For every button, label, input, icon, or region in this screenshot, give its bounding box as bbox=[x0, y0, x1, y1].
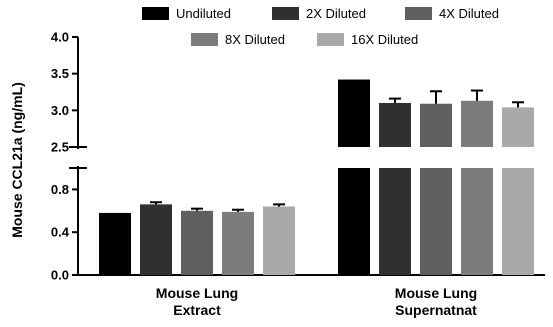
y-tick-label: 2.5 bbox=[51, 140, 69, 155]
legend-label: 8X Diluted bbox=[225, 32, 285, 47]
y-tick-label: 3.5 bbox=[51, 66, 69, 81]
legend-swatch bbox=[405, 7, 432, 20]
legend-label: 16X Diluted bbox=[351, 32, 418, 47]
category-label: Extract bbox=[173, 302, 221, 318]
legend-swatch bbox=[272, 7, 299, 20]
y-axis-title: Mouse CCL21a (ng/mL) bbox=[9, 82, 25, 238]
y-tick-label: 0.0 bbox=[51, 268, 69, 283]
bars bbox=[99, 79, 534, 275]
bar-2x-diluted-1 bbox=[140, 204, 172, 275]
bar-2x-diluted-2 bbox=[379, 168, 411, 275]
bar-8x-diluted-2 bbox=[461, 100, 493, 147]
bar-undiluted-2 bbox=[338, 168, 370, 275]
y-tick-label: 4.0 bbox=[51, 30, 69, 45]
bar-16x-diluted-2 bbox=[502, 107, 534, 147]
legend: Undiluted 2X Diluted 4X Diluted 8X Diluted 1… bbox=[142, 6, 499, 47]
category-label: Supernatnat bbox=[395, 302, 477, 318]
y-tick-label: 3.0 bbox=[51, 103, 69, 118]
bar-16x-diluted-1 bbox=[263, 206, 295, 275]
legend-label: Undiluted bbox=[176, 6, 231, 21]
bar-8x-diluted-1 bbox=[222, 211, 254, 275]
legend-label: 4X Diluted bbox=[439, 6, 499, 21]
bar-undiluted-1 bbox=[99, 212, 131, 275]
bar-4x-diluted-2 bbox=[420, 168, 452, 275]
y-tick-label: 0.8 bbox=[51, 182, 69, 197]
bar-4x-diluted-1 bbox=[181, 210, 213, 275]
category-label: Mouse Lung bbox=[395, 285, 477, 301]
legend-swatch bbox=[142, 7, 169, 20]
bar-2x-diluted-2 bbox=[379, 103, 411, 147]
y-tick-label: 0.4 bbox=[51, 225, 70, 240]
legend-swatch bbox=[317, 33, 344, 46]
category-label: Mouse Lung bbox=[156, 285, 238, 301]
bar-4x-diluted-2 bbox=[420, 103, 452, 147]
legend-label: 2X Diluted bbox=[306, 6, 366, 21]
legend-swatch bbox=[191, 33, 218, 46]
bar-16x-diluted-2 bbox=[502, 168, 534, 275]
bar-8x-diluted-2 bbox=[461, 168, 493, 275]
bar-undiluted-2 bbox=[338, 79, 370, 147]
